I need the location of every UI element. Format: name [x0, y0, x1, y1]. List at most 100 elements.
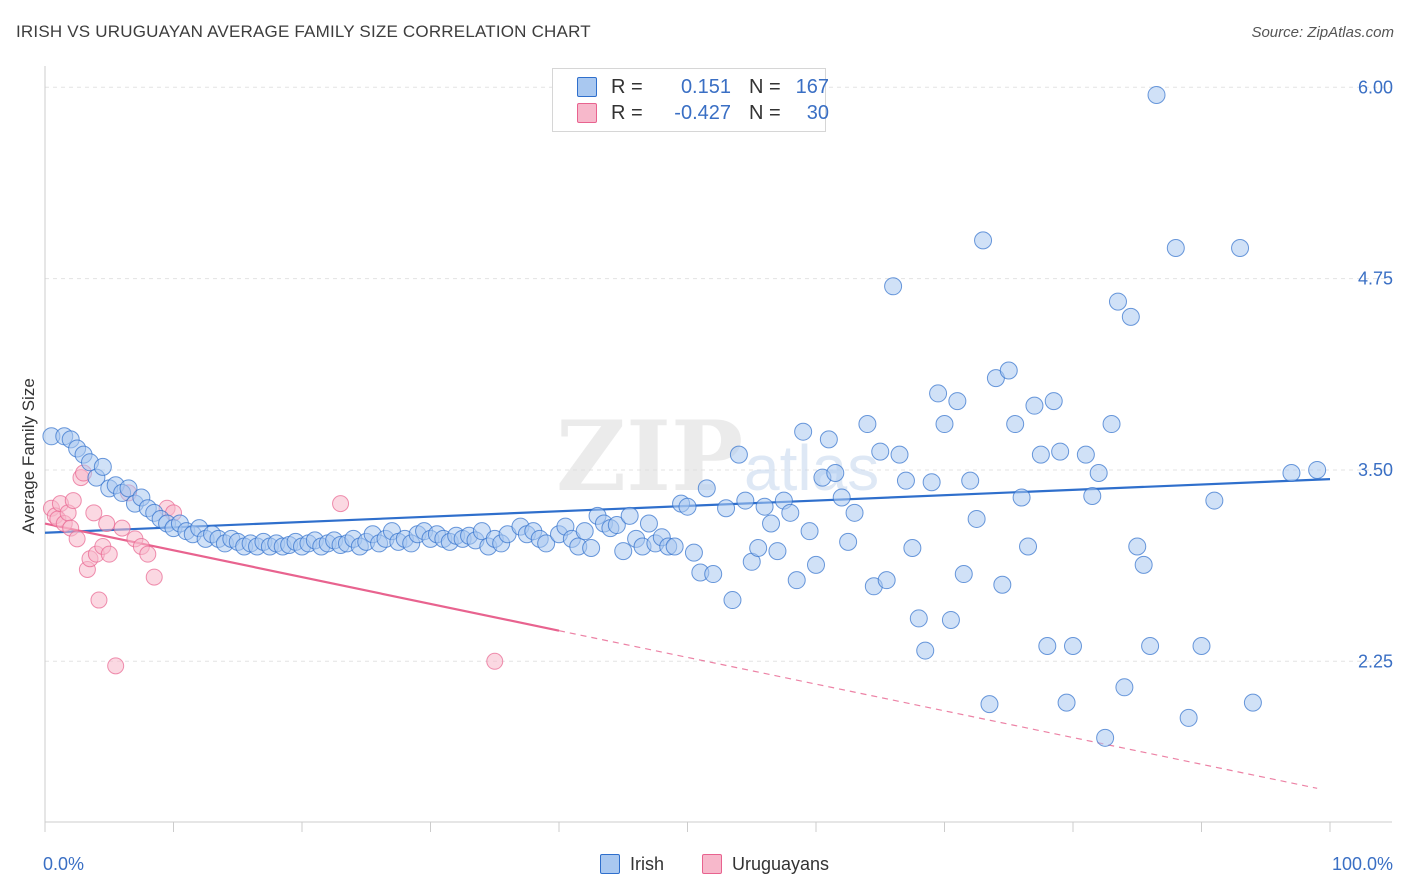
irish-point [1044, 392, 1063, 411]
r-label: R = [611, 75, 643, 98]
legend-row-uruguayans: R = -0.427 N = 30 [577, 100, 829, 126]
irish-point [704, 565, 723, 584]
axes [44, 66, 1392, 832]
irish-point [787, 571, 806, 590]
irish-point [819, 430, 838, 449]
irish-point [1179, 708, 1198, 727]
irish-point [684, 543, 703, 562]
uruguayans-point [139, 545, 157, 563]
irish-point [941, 610, 960, 629]
irish-point [1012, 488, 1031, 507]
uruguayans-swatch [577, 103, 597, 123]
irish-point [755, 497, 774, 516]
uruguayans-point [332, 495, 350, 513]
source-label: Source: ZipAtlas.com [1251, 24, 1394, 41]
irish-point [1108, 292, 1127, 311]
irish-point [717, 499, 736, 518]
irish-point [1205, 491, 1224, 510]
irish-point [582, 539, 601, 558]
tick-labels: 2.25 3.50 4.75 6.00 0.0% 100.0% Average Family… [19, 77, 1393, 874]
n-value: 30 [806, 101, 829, 124]
irish-point [1038, 636, 1057, 655]
irish-point [665, 537, 684, 556]
n-label: N = [749, 75, 781, 98]
irish-point [832, 488, 851, 507]
uruguayans-point [85, 504, 103, 522]
irish-point [1006, 415, 1025, 434]
irish-point [1115, 678, 1134, 697]
irish-point [781, 503, 800, 522]
irish-point [749, 539, 768, 558]
irish-point [697, 479, 716, 498]
irish-point [858, 415, 877, 434]
irish-point [922, 473, 941, 492]
irish-point [1243, 693, 1262, 712]
irish-point [1231, 239, 1250, 258]
irish-point [1141, 636, 1160, 655]
irish-point [723, 591, 742, 610]
irish-point [1057, 693, 1076, 712]
irish-point [807, 555, 825, 574]
irish-point [119, 479, 138, 498]
irish-point [1134, 555, 1153, 574]
irish-point [826, 464, 845, 483]
correlation-legend: R = 0.151 N = 167 R = -0.427 N = 30 [552, 68, 829, 132]
irish-point [1121, 307, 1140, 326]
uruguayans-point [90, 591, 108, 609]
irish-point [736, 491, 755, 510]
irish-point [620, 506, 639, 525]
irish-point [903, 539, 922, 558]
uruguayans-point [64, 492, 82, 510]
irish-point [93, 457, 112, 476]
n-value: 167 [795, 75, 829, 98]
r-value: 0.151 [680, 75, 731, 98]
irish-point [1192, 636, 1211, 655]
irish-swatch [600, 854, 620, 874]
x-tick-label: 100.0% [1332, 854, 1393, 874]
grid-lines [45, 86, 1392, 662]
y-tick-label: 2.25 [1358, 651, 1393, 671]
irish-point [877, 571, 896, 590]
irish-point [974, 231, 993, 250]
irish-point [1308, 460, 1327, 479]
irish-point [768, 542, 787, 561]
irish-point [1128, 537, 1147, 556]
irish-point [794, 422, 813, 441]
y-tick-label: 6.00 [1358, 77, 1393, 97]
watermark: ZIP atlas [556, 400, 879, 513]
irish-point [1089, 464, 1108, 483]
irish-point [871, 442, 890, 461]
irish-point [1166, 239, 1185, 258]
irish-point [948, 392, 967, 411]
irish-point [909, 609, 928, 628]
irish-point [961, 471, 980, 490]
irish-point [1102, 415, 1121, 434]
irish-point [762, 514, 781, 533]
watermark-text: atlas [744, 432, 879, 504]
irish-point [1282, 464, 1301, 483]
uruguayans-trend-extension [558, 630, 1318, 789]
uruguayans-point [107, 657, 125, 675]
irish-point [1051, 442, 1070, 461]
uruguayans-swatch [702, 854, 722, 874]
irish-point [1083, 486, 1102, 505]
irish-point [729, 445, 748, 464]
chart-title: IRISH VS URUGUAYAN AVERAGE FAMILY SIZE C… [16, 22, 591, 41]
y-tick-label: 4.75 [1358, 269, 1393, 289]
irish-label: Irish [630, 853, 665, 874]
irish-point [916, 641, 935, 660]
irish-point [1096, 728, 1115, 747]
irish-swatch [577, 77, 597, 97]
legend-row-irish: R = 0.151 N = 167 [577, 74, 829, 100]
irish-point [1076, 445, 1095, 464]
irish-point [678, 497, 697, 516]
irish-point [1064, 636, 1082, 655]
irish-point [537, 534, 556, 553]
uruguayans-point [100, 545, 118, 563]
n-label: N = [749, 101, 781, 124]
uruguayans-label: Uruguayans [732, 853, 830, 874]
uruguayans-point [486, 652, 504, 670]
irish-point [890, 445, 909, 464]
data-points [42, 85, 1327, 747]
